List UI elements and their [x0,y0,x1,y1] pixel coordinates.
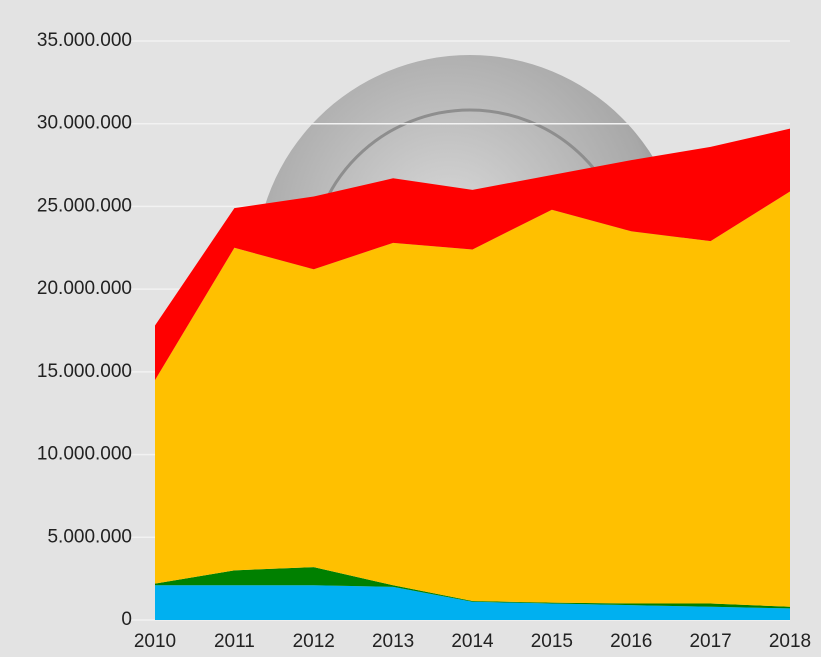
x-tick-label: 2012 [293,631,335,652]
y-tick-label: 0 [121,609,132,630]
x-tick-label: 2015 [531,631,573,652]
y-tick-label: 35.000.000 [37,30,132,51]
x-tick-label: 2010 [134,631,176,652]
y-tick-label: 20.000.000 [37,278,132,299]
x-tick-label: 2011 [214,631,255,652]
y-tick-label: 25.000.000 [37,195,132,216]
area [155,567,790,609]
area [155,128,790,381]
y-tick-label: 5.000.000 [47,526,132,547]
x-tick-label: 2018 [769,631,811,652]
area [155,585,790,620]
y-tick-label: 10.000.000 [37,444,132,465]
y-tick-label: 30.000.000 [37,113,132,134]
y-tick-label: 15.000.000 [37,361,132,382]
x-tick-label: 2014 [451,631,494,652]
x-tick-label: 2013 [372,631,414,652]
x-tick-label: 2016 [610,631,652,652]
x-tick-label: 2017 [689,631,731,652]
area [155,191,790,607]
